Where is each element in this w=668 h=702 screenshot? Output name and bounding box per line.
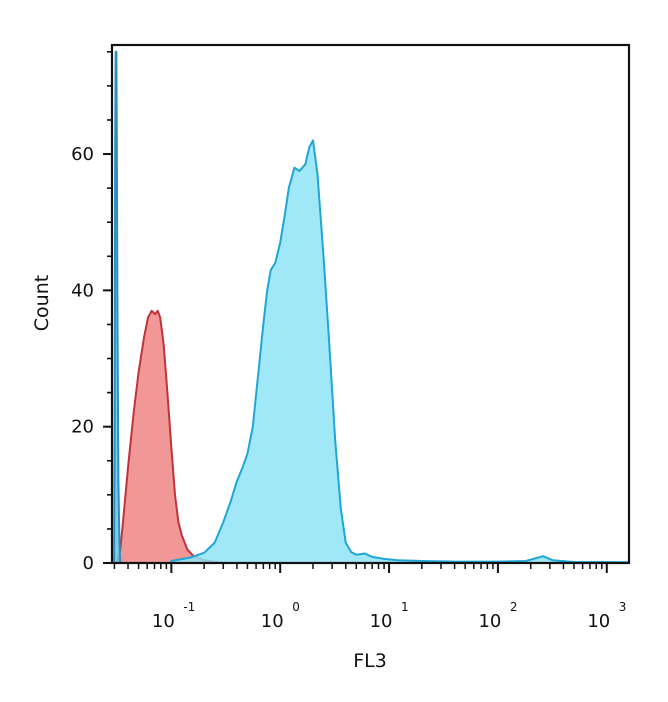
x-tick-label: 10 xyxy=(370,611,393,632)
x-tick-label: 10 xyxy=(478,611,501,632)
y-axis-title: Count xyxy=(31,275,53,331)
y-tick-label: 20 xyxy=(71,417,94,438)
x-tick-exponent: 1 xyxy=(401,600,409,614)
x-tick-exponent: -1 xyxy=(183,600,195,614)
histogram-series-3 xyxy=(113,50,122,564)
x-axis-title: FL3 xyxy=(353,650,387,672)
histogram-series-2 xyxy=(170,139,630,564)
y-tick-label: 60 xyxy=(71,144,94,165)
plot-frame xyxy=(110,43,631,565)
series-layer xyxy=(113,50,630,564)
x-tick-label: 10 xyxy=(261,611,284,632)
x-tick-label: 10 xyxy=(152,611,175,632)
x-tick-exponent: 3 xyxy=(619,600,627,614)
y-tick-label: 40 xyxy=(71,280,94,301)
x-tick-exponent: 0 xyxy=(292,600,300,614)
x-tick-exponent: 2 xyxy=(510,600,518,614)
y-axis: 0 20 40 60 xyxy=(71,51,112,574)
x-axis: 10 -1 10 0 10 1 10 2 10 3 xyxy=(113,563,627,632)
y-tick-label: 0 xyxy=(83,553,94,574)
x-tick-label: 10 xyxy=(587,611,610,632)
histogram-series-1 xyxy=(116,309,225,564)
